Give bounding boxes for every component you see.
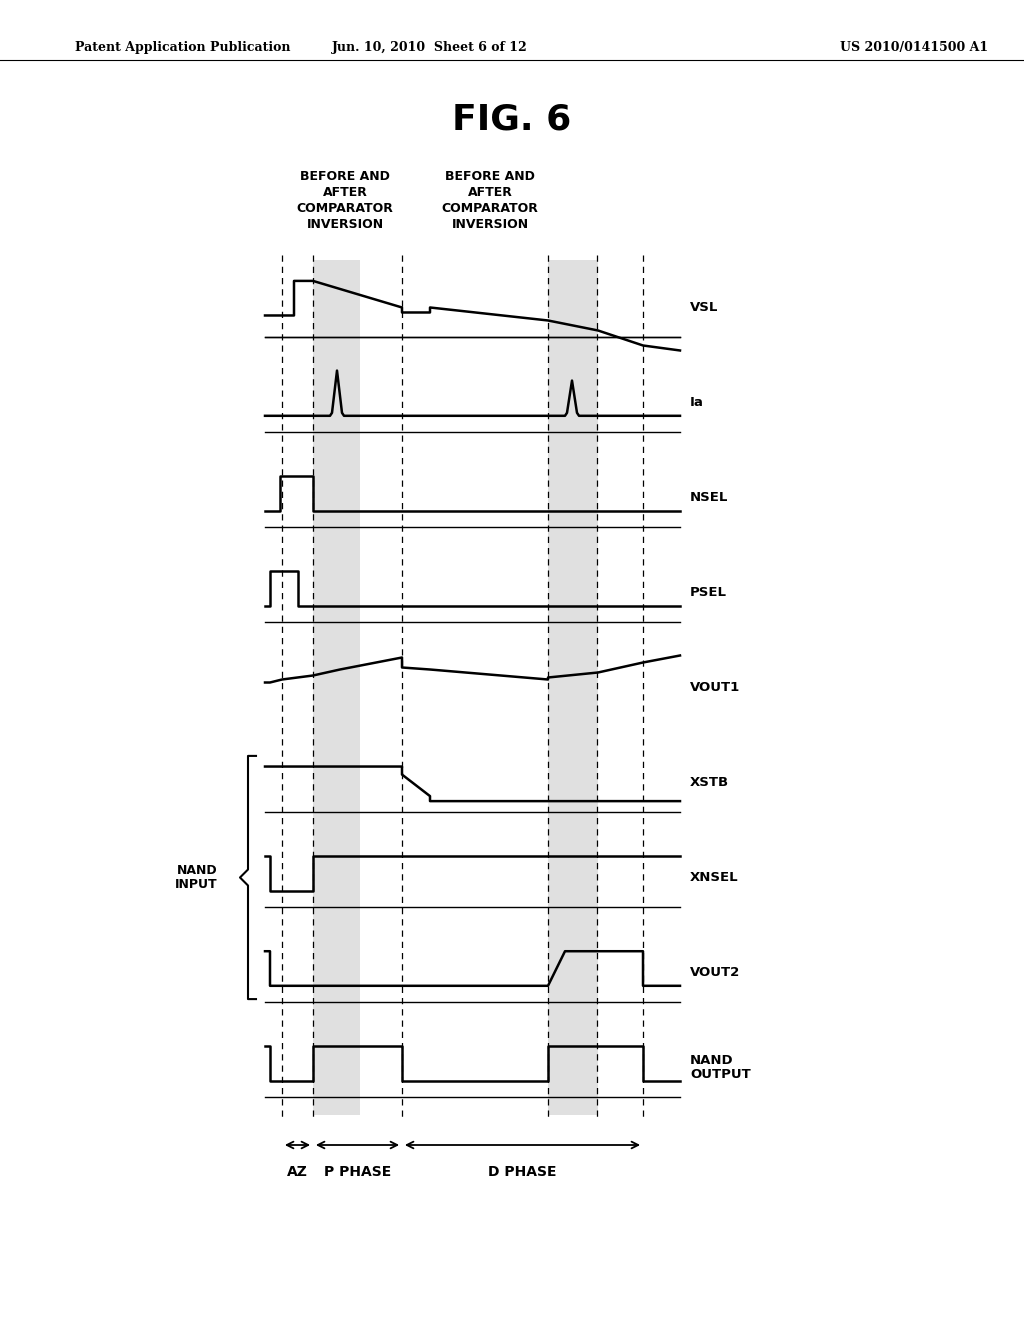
Text: NAND
OUTPUT: NAND OUTPUT xyxy=(690,1053,751,1081)
Text: XNSEL: XNSEL xyxy=(690,871,738,884)
Text: BEFORE AND
AFTER
COMPARATOR
INVERSION: BEFORE AND AFTER COMPARATOR INVERSION xyxy=(297,169,393,231)
Text: VOUT1: VOUT1 xyxy=(690,681,740,694)
Text: AZ: AZ xyxy=(287,1166,308,1179)
Text: Ia: Ia xyxy=(690,396,703,409)
Bar xyxy=(548,260,598,1115)
Text: Patent Application Publication: Patent Application Publication xyxy=(75,41,291,54)
Text: US 2010/0141500 A1: US 2010/0141500 A1 xyxy=(840,41,988,54)
Text: P PHASE: P PHASE xyxy=(324,1166,391,1179)
Text: BEFORE AND
AFTER
COMPARATOR
INVERSION: BEFORE AND AFTER COMPARATOR INVERSION xyxy=(441,169,539,231)
Text: Jun. 10, 2010  Sheet 6 of 12: Jun. 10, 2010 Sheet 6 of 12 xyxy=(332,41,528,54)
Text: VOUT2: VOUT2 xyxy=(690,966,740,979)
Bar xyxy=(313,260,360,1115)
Text: VSL: VSL xyxy=(690,301,719,314)
Text: D PHASE: D PHASE xyxy=(488,1166,557,1179)
Text: XSTB: XSTB xyxy=(690,776,729,789)
Text: FIG. 6: FIG. 6 xyxy=(453,103,571,137)
Text: NAND
INPUT: NAND INPUT xyxy=(175,863,218,891)
Text: PSEL: PSEL xyxy=(690,586,727,599)
Text: NSEL: NSEL xyxy=(690,491,728,504)
